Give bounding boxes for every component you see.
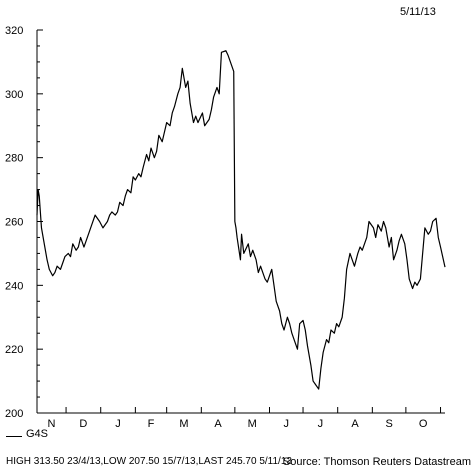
x-tick-label: J [284, 418, 290, 430]
x-tick-label: J [318, 418, 324, 430]
y-axis: 200 220 240 260 280 300 320 [5, 25, 43, 420]
chart-date: 5/11/13 [400, 6, 436, 18]
y-tick-label: 240 [5, 280, 23, 292]
y-tick-label: 220 [5, 344, 23, 356]
series-line [36, 50, 446, 390]
series-layer [36, 50, 446, 390]
x-tick-label: A [214, 418, 222, 430]
price-stats: HIGH 313.50 23/4/13,LOW 207.50 15/7/13,L… [6, 456, 292, 467]
x-tick-label: M [248, 418, 257, 430]
x-tick-label: F [148, 418, 155, 430]
y-tick-label: 300 [5, 89, 23, 101]
x-tick-label: O [419, 418, 428, 430]
y-tick-label: 260 [5, 217, 23, 229]
x-tick-label: M [179, 418, 188, 430]
data-source: Source: Thomson Reuters Datastream [282, 456, 471, 468]
legend-swatch [6, 436, 22, 437]
legend-series-name: G4S [26, 428, 49, 440]
x-tick-label: A [351, 418, 359, 430]
x-tick-label: J [115, 418, 121, 430]
y-tick-label: 200 [5, 408, 23, 420]
x-tick-label: N [48, 418, 56, 430]
y-tick-label: 320 [5, 25, 23, 37]
y-tick-label: 280 [5, 153, 23, 165]
x-tick-label: S [385, 418, 392, 430]
x-tick-label: D [79, 418, 87, 430]
